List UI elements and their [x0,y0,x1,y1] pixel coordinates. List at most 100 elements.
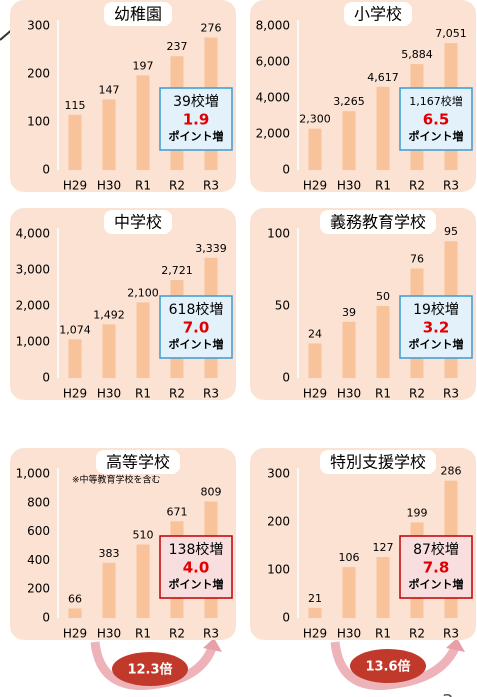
bar [102,324,116,378]
chart-panel: 0 1,000 2,000 3,000 4,000 1,074 H29 1,492 H30 2,1… [10,208,236,401]
x-tick-label: R3 [443,387,459,401]
bar [342,321,356,378]
bar [376,306,390,378]
value-label: 383 [99,547,120,560]
annotation-point: 1.9 [183,111,210,129]
y-tick-label: 50 [275,299,290,313]
annotation-box [399,535,473,599]
annotation-point: 6.5 [423,111,450,129]
value-label: 671 [167,505,188,518]
x-tick-label: H29 [303,387,327,401]
annotation-unit: ポイント増 [409,129,464,143]
y-tick-label: 300 [27,19,50,33]
chart-title: 中学校 [114,213,162,232]
x-tick-label: R3 [203,387,219,401]
chart-title: 小学校 [354,5,402,24]
value-label: 2,721 [161,264,193,277]
chart-panel: 0 100 200 300 115 H29 147 H30 197 R1 237 R2 276 R3 幼稚園… [10,0,236,193]
value-label: 50 [376,290,390,303]
y-tick-label: 0 [42,371,50,385]
title-background [104,2,172,26]
y-tick-label: 200 [27,582,50,596]
annotation-unit: ポイント増 [409,337,464,351]
annotation-box [159,535,233,599]
y-tick-label: 3,000 [16,263,50,277]
y-tick-label: 200 [27,67,50,81]
y-tick-label: 2,000 [16,299,50,313]
y-tick-label: 1,000 [16,467,50,481]
y-tick-label: 0 [282,611,290,625]
chart-title: 高等学校 [106,453,170,472]
x-tick-label: R2 [169,387,185,401]
x-tick-label: R2 [409,179,425,193]
x-tick-label: H30 [97,627,121,641]
value-label: 809 [201,486,222,499]
x-tick-label: R2 [409,627,425,641]
value-label: 115 [65,99,86,112]
value-label: 1,492 [93,308,125,321]
title-background [320,210,436,234]
x-tick-label: R1 [375,627,391,641]
value-label: 237 [167,40,188,53]
y-tick-label: 100 [267,563,290,577]
value-label: 147 [99,83,120,96]
bar [68,339,82,378]
value-label: 39 [342,306,356,319]
chart-panel: 0 100 200 300 21 H29 106 H30 127 R1 199 R2 286 R3 特別支援… [250,448,476,641]
bar [68,608,82,618]
annotation-unit: ポイント増 [409,577,464,591]
annotation-unit: ポイント増 [169,577,224,591]
bar [102,99,116,170]
y-tick-label: 4,000 [16,227,50,241]
callout-label: 12.3倍 [127,662,172,678]
bar [136,544,150,618]
value-label: 7,051 [435,27,467,40]
x-tick-label: H29 [63,627,87,641]
x-tick-label: H30 [337,627,361,641]
x-tick-label: R1 [135,387,151,401]
value-label: 2,300 [299,113,331,126]
value-label: 3,339 [195,242,227,255]
x-tick-label: H30 [337,387,361,401]
bar [136,302,150,378]
y-tick-label: 4,000 [256,91,290,105]
annotation-box [159,87,233,151]
value-label: 510 [133,529,154,542]
value-label: 5,884 [401,48,433,61]
bar [376,86,390,170]
y-tick-label: 100 [267,227,290,241]
bar [308,343,322,378]
value-label: 1,074 [59,323,91,336]
y-tick-label: 200 [267,515,290,529]
chart-title: 特別支援学校 [330,453,426,472]
y-tick-label: 1,000 [16,335,50,349]
y-tick-label: 0 [282,163,290,177]
x-tick-label: H30 [97,179,121,193]
value-label: 127 [373,541,394,554]
y-tick-label: 100 [27,115,50,129]
chart-panel: 0 2,000 4,000 6,000 8,000 2,300 H29 3,265 H30 4,6… [250,0,476,193]
x-tick-label: R1 [135,179,151,193]
callout-label: 13.6倍 [365,659,410,675]
annotation-box [399,295,473,359]
x-tick-label: R3 [203,179,219,193]
y-tick-label: 8,000 [256,19,290,33]
value-label: 4,617 [367,71,399,84]
x-tick-label: R2 [409,387,425,401]
x-tick-label: R1 [375,179,391,193]
x-tick-label: R3 [443,627,459,641]
annotation-count: 138校増 [169,541,224,558]
x-tick-label: R3 [443,179,459,193]
annotation-unit: ポイント増 [169,337,224,351]
annotation-count: 19校増 [413,301,459,318]
annotation-count: 39校増 [173,93,219,110]
annotation-box [399,87,473,151]
bar [68,114,82,170]
value-label: 2,100 [127,286,159,299]
annotation-point: 4.0 [183,559,210,577]
value-label: 197 [133,59,154,72]
bar [308,128,322,170]
callout-arrow [90,638,465,690]
y-tick-label: 0 [42,163,50,177]
